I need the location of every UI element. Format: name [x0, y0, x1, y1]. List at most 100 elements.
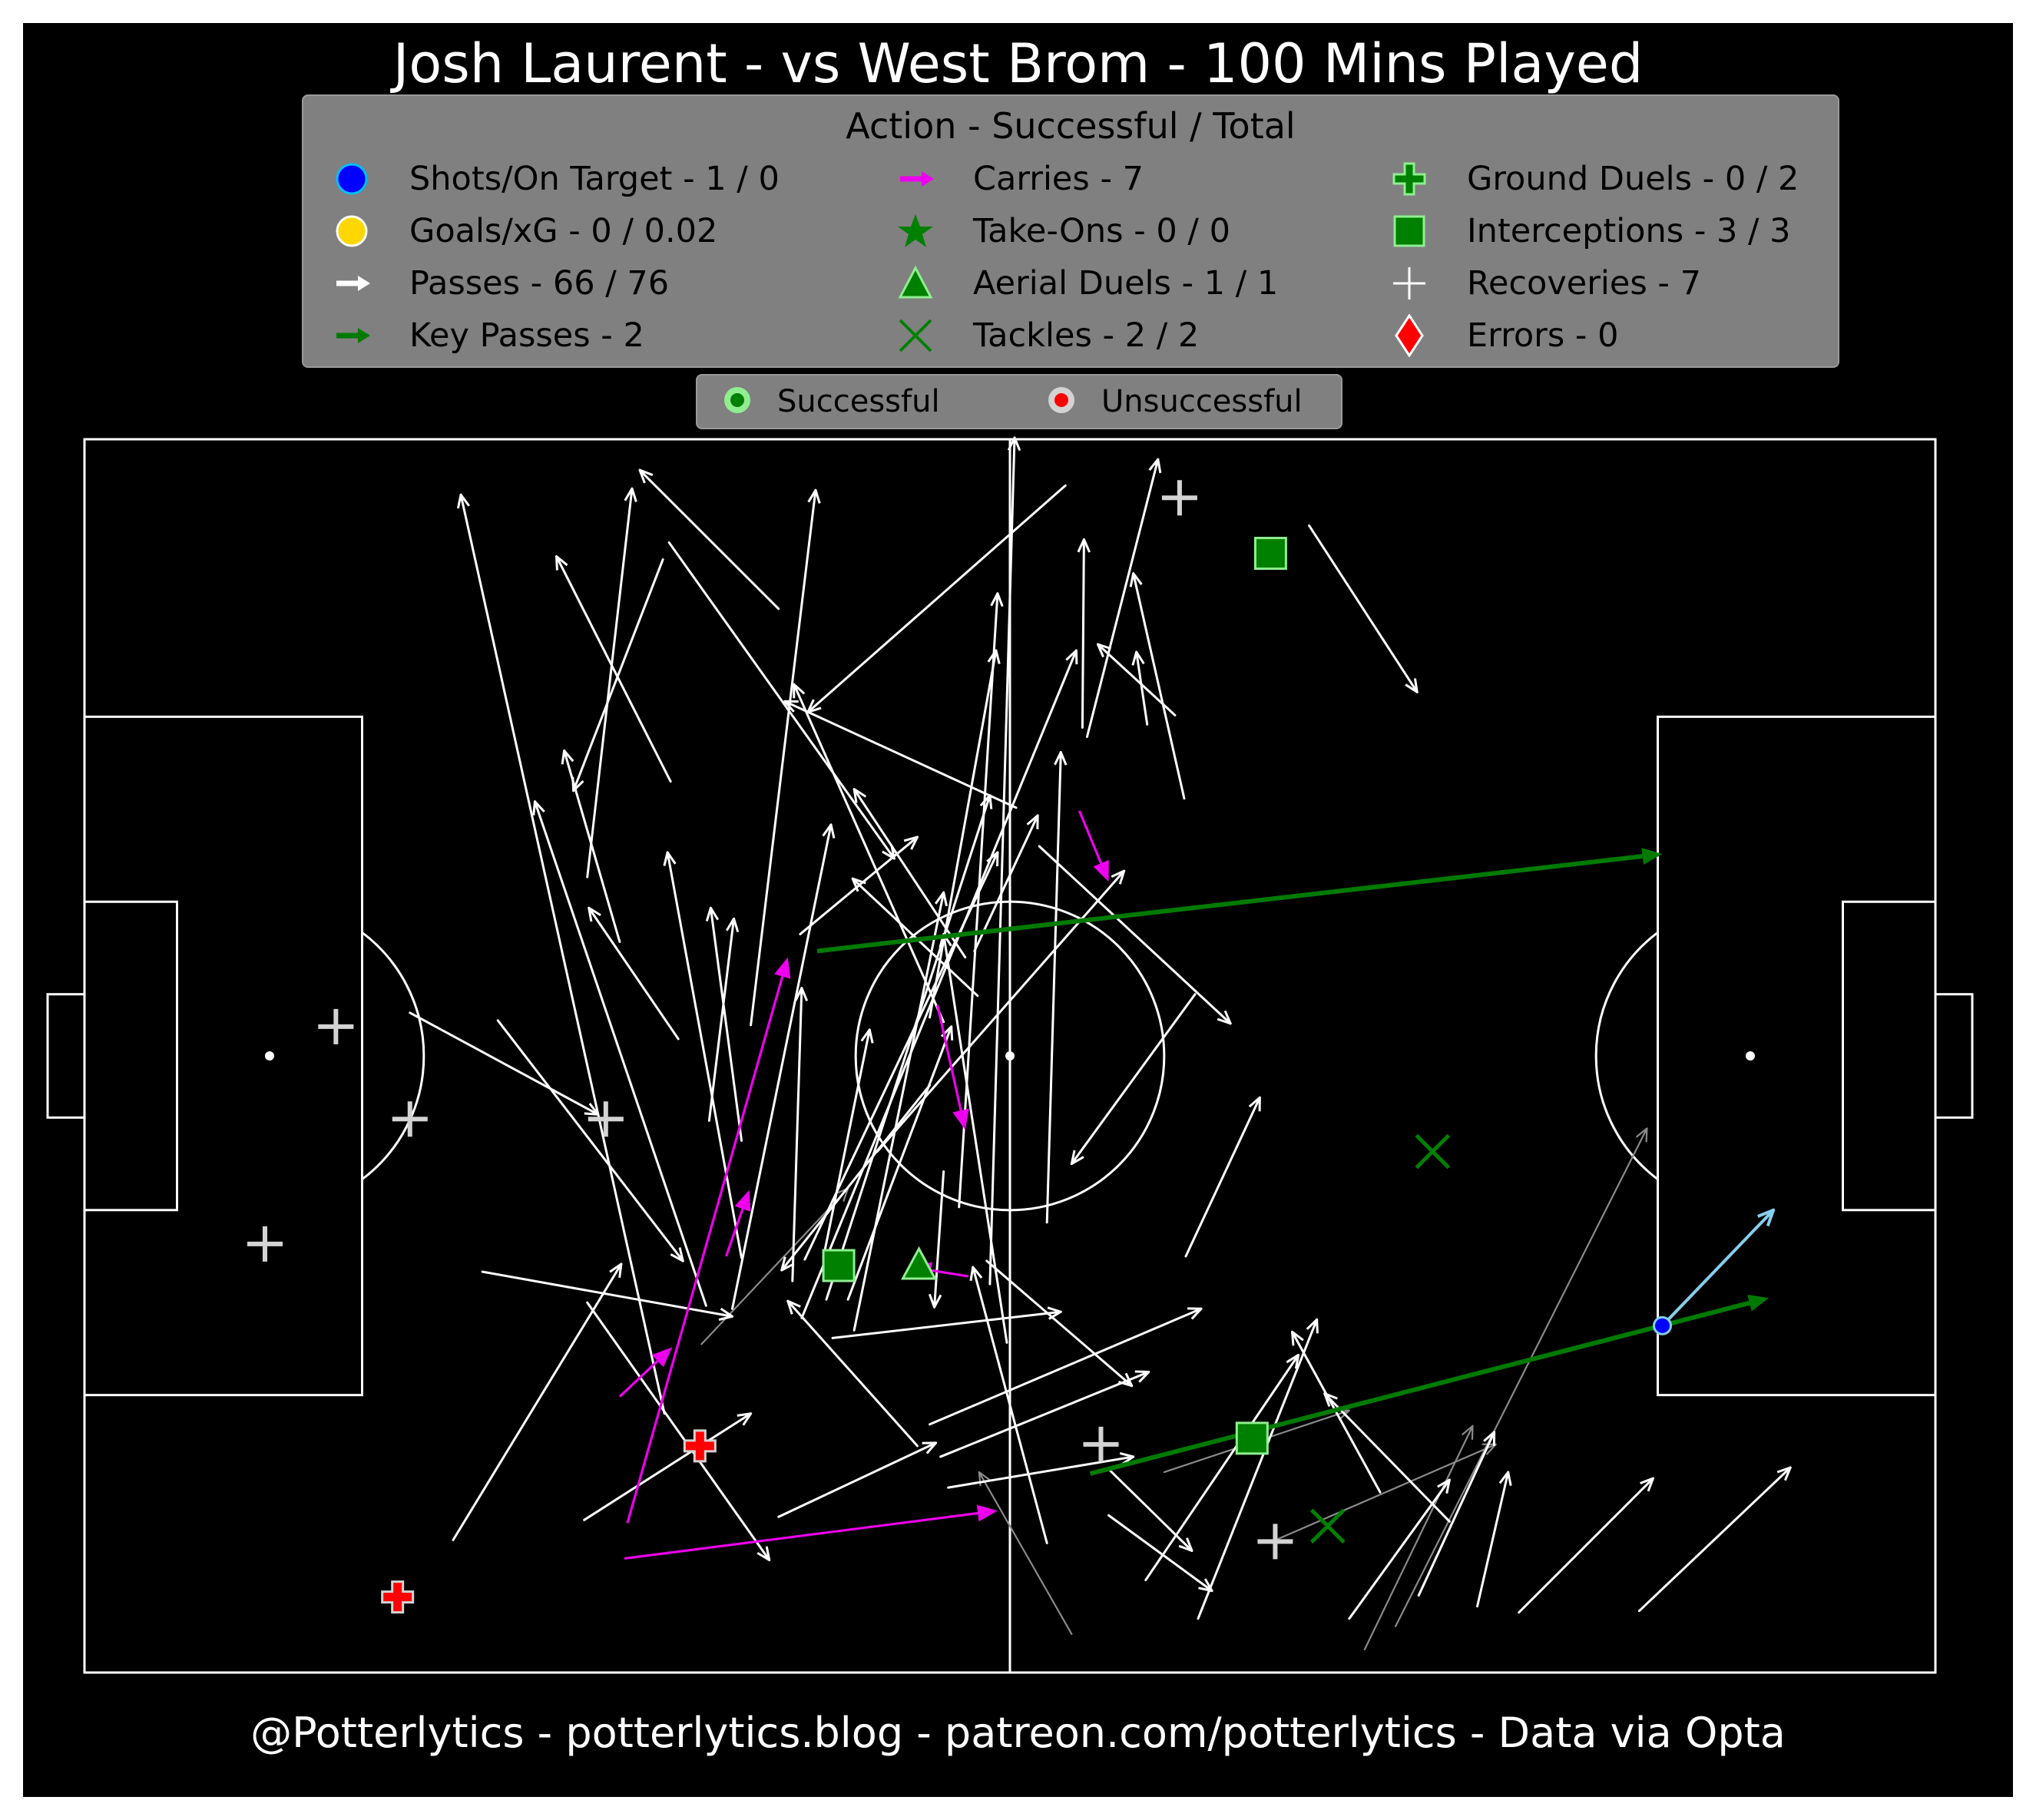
pass-arrow-head	[1483, 1431, 1496, 1446]
action-legend: Action - Successful / Total Shots/On Tar…	[302, 94, 1839, 368]
pass-arrow-shaft	[793, 683, 945, 1024]
pass-arrow-shaft	[555, 555, 672, 783]
shot-marker	[1653, 1315, 1673, 1335]
legend-label: Interceptions - 3 / 3	[1467, 212, 1791, 250]
pass-arrow	[928, 1170, 945, 1309]
pass-arrow-shaft	[822, 1028, 871, 1259]
pass-arrow-head	[1198, 1578, 1213, 1593]
pass-arrow-shaft	[1144, 1353, 1300, 1582]
pass-arrow	[1107, 1514, 1213, 1593]
pass-arrow	[481, 1270, 733, 1322]
recovery-marker	[392, 1101, 428, 1137]
pass-arrow	[786, 1299, 919, 1448]
pass-arrow	[663, 851, 743, 1259]
chart-title: Josh Laurent - vs West Brom - 100 Mins P…	[392, 32, 1644, 95]
pass-arrow-shaft	[777, 1441, 938, 1518]
legend-item-interceptions: Interceptions - 3 / 3	[1382, 208, 1791, 254]
pass-arrow	[793, 683, 945, 1024]
pass-arrow	[586, 1301, 771, 1561]
pass-arrow	[707, 917, 740, 1122]
pass-arrow	[1109, 1469, 1193, 1552]
legend-item-key-passes: Key Passes - 2	[325, 313, 644, 359]
legend-label: Successful	[777, 384, 940, 419]
pass-arrow	[1417, 1431, 1496, 1597]
pass-arrow-shaft	[846, 1025, 953, 1301]
interception-marker	[1235, 1421, 1269, 1455]
pass-arrow-shaft	[731, 823, 833, 1310]
pass-arrow-shaft	[985, 1259, 1134, 1388]
pass-arrow-shaft	[786, 1299, 919, 1448]
pass-arrow-head	[807, 488, 821, 504]
pass-arrow-head	[1187, 1307, 1203, 1320]
footer-credits: @Potterlytics - potterlytics.blog - patr…	[250, 1709, 1786, 1757]
pass-arrow-head	[939, 932, 952, 948]
legend-item-recoveries: Recoveries - 7	[1382, 260, 1701, 306]
pass-arrow-head	[588, 906, 601, 922]
pass-arrow-shaft	[1085, 458, 1160, 738]
x-icon	[889, 313, 942, 359]
square-icon	[1382, 208, 1436, 254]
carry-arrow	[618, 1347, 673, 1398]
pass-arrow-shaft	[973, 814, 1039, 952]
carry-arrow-shaft	[618, 1360, 659, 1398]
carry-arrow-shaft	[930, 1269, 969, 1278]
pass-arrow	[1518, 1477, 1654, 1614]
pass-arrow-head	[1026, 814, 1039, 829]
pass-arrow-head	[718, 1307, 733, 1322]
pass-arrow-shaft	[852, 891, 945, 1332]
pass-arrow-head	[532, 800, 545, 816]
markers-layer	[247, 480, 1776, 1614]
pass-arrow	[929, 649, 1001, 1019]
pass-arrow-head	[1178, 1537, 1193, 1552]
pass-arrow	[822, 1028, 874, 1259]
pass-arrow-shaft	[1197, 1318, 1319, 1620]
pass-arrow	[1197, 1318, 1319, 1620]
pass-arrow	[1045, 751, 1068, 1224]
pass-arrow-head	[786, 1299, 801, 1315]
left-penalty-arc	[361, 932, 425, 1180]
left-six-yard-box	[83, 900, 178, 1212]
pass-arrow-head	[882, 845, 896, 860]
carry-arrow	[626, 957, 791, 1524]
green-plus-icon	[1382, 156, 1436, 202]
pass-arrow-shaft	[666, 851, 743, 1259]
carry-arrow	[624, 1504, 998, 1560]
pass-arrow-shaft	[791, 987, 803, 1282]
pass-arrow-head	[1405, 678, 1419, 693]
pass-arrow-shaft	[1132, 572, 1186, 800]
pass-arrow	[852, 891, 948, 1332]
pass-arrow-head	[1217, 1010, 1232, 1025]
pass-arrow	[561, 750, 621, 943]
pass-arrow-head	[456, 493, 470, 509]
pass-arrow	[800, 649, 1078, 1319]
pass-arrow	[780, 1084, 932, 1272]
legend-item-take-ons: Take-Ons - 0 / 0	[889, 208, 1230, 254]
pass-arrow	[1077, 538, 1091, 729]
pass-arrow-head	[1007, 436, 1021, 452]
right-six-yard-box	[1842, 900, 1937, 1212]
pass-arrow-head	[922, 1441, 938, 1454]
pass-arrow-head	[584, 1103, 600, 1116]
legend-item-shots: Shots/On Target - 1 / 0	[325, 156, 780, 202]
passes-layer	[409, 436, 1792, 1620]
key-pass-arrow-shaft	[1089, 1300, 1750, 1476]
pass-arrow-head	[1134, 1370, 1150, 1383]
pass-arrow-shaft	[452, 1262, 623, 1541]
legend-label: Tackles - 2 / 2	[973, 316, 1200, 355]
pass-arrow	[851, 877, 979, 998]
pass-arrow-shaft	[709, 906, 743, 1142]
pass-arrow	[876, 869, 1126, 1153]
pass-arrow	[852, 788, 967, 959]
pass-arrow-shaft	[1637, 1466, 1792, 1613]
interception-marker	[1253, 537, 1287, 571]
pass-arrow-head	[1640, 1477, 1654, 1492]
centre-spot	[1005, 1051, 1015, 1061]
pass-arrow-head	[1248, 1096, 1261, 1112]
pass-arrow	[1323, 1392, 1451, 1523]
pass-arrow-shaft	[1070, 993, 1197, 1166]
key-passes-layer	[816, 848, 1769, 1476]
recovery-marker	[247, 1226, 283, 1262]
legend-label: Aerial Duels - 1 / 1	[973, 264, 1279, 303]
pass-arrow	[638, 468, 780, 611]
legend-item-carries: Carries - 7	[889, 156, 1144, 202]
